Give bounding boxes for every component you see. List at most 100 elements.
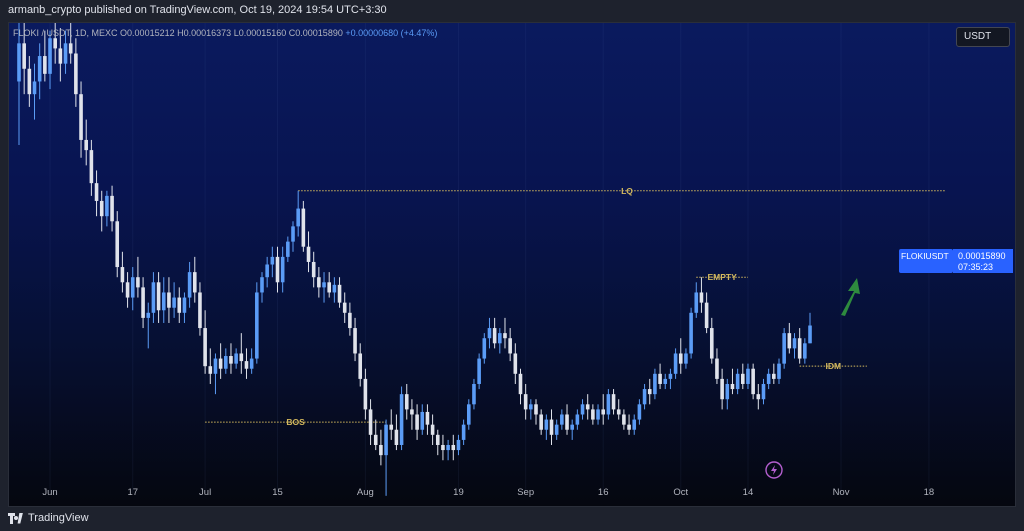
candle[interactable] <box>280 246 285 293</box>
candle[interactable] <box>761 378 766 405</box>
candle[interactable] <box>466 399 471 430</box>
candle[interactable] <box>125 272 130 308</box>
candle[interactable] <box>642 383 647 410</box>
candle[interactable] <box>704 292 709 334</box>
candle[interactable] <box>389 409 394 440</box>
candle[interactable] <box>580 399 585 420</box>
candle[interactable] <box>709 317 714 364</box>
candle[interactable] <box>492 317 497 349</box>
candle[interactable] <box>782 328 786 369</box>
candle[interactable] <box>311 251 316 288</box>
candle[interactable] <box>508 328 512 362</box>
candle[interactable] <box>622 409 626 430</box>
candle[interactable] <box>725 378 730 410</box>
candle[interactable] <box>48 30 52 90</box>
candle[interactable] <box>565 404 569 435</box>
candle[interactable] <box>115 211 120 278</box>
candle[interactable] <box>146 302 151 349</box>
candle[interactable] <box>498 328 502 354</box>
candle[interactable] <box>730 368 735 395</box>
candle[interactable] <box>249 348 254 374</box>
candle[interactable] <box>435 429 440 456</box>
candle[interactable] <box>663 373 668 390</box>
candle[interactable] <box>430 414 435 445</box>
candle[interactable] <box>601 394 606 425</box>
candle[interactable] <box>446 439 450 461</box>
candle[interactable] <box>616 399 621 420</box>
candle[interactable] <box>668 368 673 390</box>
candle[interactable] <box>549 409 554 445</box>
candle[interactable] <box>808 312 812 344</box>
candle[interactable] <box>187 261 192 308</box>
candle[interactable] <box>332 277 337 303</box>
candle[interactable] <box>379 429 383 466</box>
candle[interactable] <box>68 23 73 64</box>
candle[interactable] <box>575 409 580 430</box>
candle[interactable] <box>130 267 135 311</box>
candle[interactable] <box>482 333 487 364</box>
candle[interactable] <box>37 43 42 100</box>
candle[interactable] <box>658 363 662 390</box>
candle[interactable] <box>151 272 156 323</box>
candle[interactable] <box>244 348 249 379</box>
candle[interactable] <box>27 56 32 107</box>
candle[interactable] <box>110 185 114 232</box>
candle[interactable] <box>79 81 83 158</box>
candle[interactable] <box>53 23 57 64</box>
candle[interactable] <box>203 310 207 374</box>
candle[interactable] <box>161 277 166 323</box>
candle[interactable] <box>554 419 559 440</box>
candle[interactable] <box>317 267 321 298</box>
candle[interactable] <box>275 246 280 293</box>
candle[interactable] <box>63 30 68 74</box>
candle[interactable] <box>735 368 740 395</box>
candle[interactable] <box>404 383 409 420</box>
candle[interactable] <box>322 272 326 303</box>
candle[interactable] <box>746 363 750 390</box>
candle[interactable] <box>534 399 538 425</box>
candle[interactable] <box>539 409 543 435</box>
candle[interactable] <box>611 389 616 415</box>
candle[interactable] <box>756 383 761 410</box>
candle[interactable] <box>368 399 373 445</box>
candle[interactable] <box>689 307 693 359</box>
candle[interactable] <box>570 419 574 440</box>
candle[interactable] <box>141 277 145 329</box>
candle[interactable] <box>286 236 290 262</box>
candle[interactable] <box>182 292 187 323</box>
candle[interactable] <box>17 23 21 146</box>
currency-button[interactable]: USDT <box>956 27 1010 47</box>
candle[interactable] <box>84 119 89 166</box>
candle[interactable] <box>772 363 776 384</box>
candle[interactable] <box>384 419 388 496</box>
candle[interactable] <box>741 363 745 390</box>
candle[interactable] <box>270 246 275 278</box>
candle[interactable] <box>99 190 104 232</box>
candle[interactable] <box>513 343 518 384</box>
candle[interactable] <box>425 404 430 435</box>
candle[interactable] <box>503 317 507 349</box>
candle[interactable] <box>544 414 549 440</box>
candle[interactable] <box>43 30 47 82</box>
candle[interactable] <box>472 378 476 410</box>
candle[interactable] <box>229 343 233 374</box>
candle[interactable] <box>627 414 631 435</box>
candle[interactable] <box>694 282 699 318</box>
candle[interactable] <box>353 317 357 362</box>
candle[interactable] <box>720 368 724 410</box>
candle[interactable] <box>596 404 600 425</box>
candle[interactable] <box>420 404 425 435</box>
candle[interactable] <box>410 399 414 430</box>
candle[interactable] <box>792 333 797 359</box>
candle[interactable] <box>637 399 642 425</box>
tradingview-brand[interactable]: TradingView <box>8 512 89 524</box>
candle[interactable] <box>213 353 218 395</box>
candle[interactable] <box>699 277 704 313</box>
candle[interactable] <box>456 434 461 456</box>
candle[interactable] <box>265 256 269 288</box>
candle[interactable] <box>255 282 259 364</box>
candle[interactable] <box>803 338 807 364</box>
candle[interactable] <box>678 338 683 374</box>
candle[interactable] <box>327 272 331 298</box>
lightning-icon[interactable] <box>765 461 783 479</box>
